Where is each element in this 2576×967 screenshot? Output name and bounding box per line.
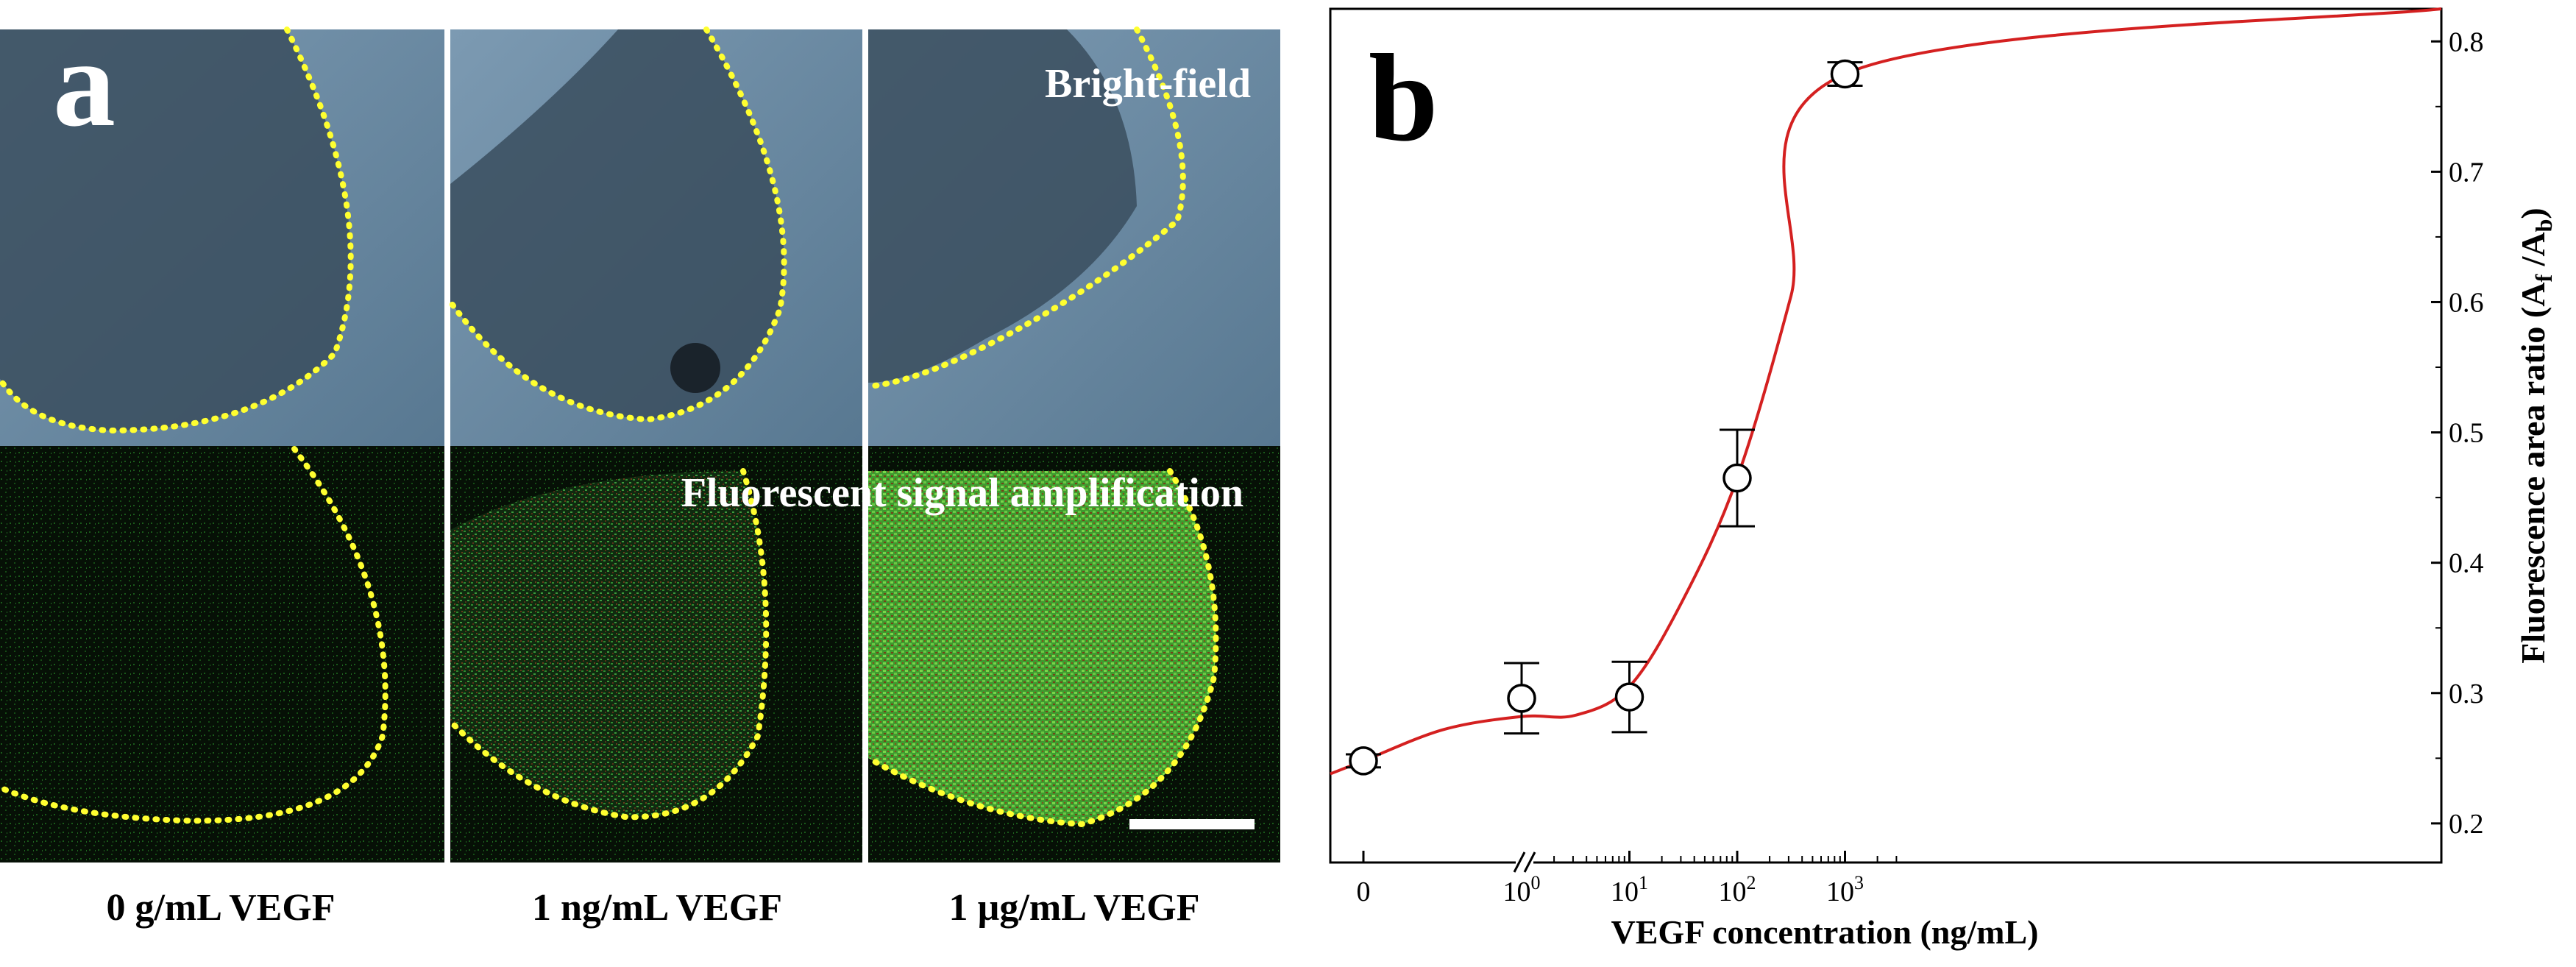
y-tick-label: 0.3: [2449, 679, 2484, 709]
axis-break: [1513, 850, 1536, 875]
fluorescence-region-2: [868, 471, 1216, 824]
outline-bottom-0: [0, 446, 388, 824]
outline-bottom-2: [865, 468, 1219, 828]
x-tick-label: 0: [1357, 876, 1371, 907]
y-axis-title: Fluorescence area ratio (Af /Ab): [2514, 208, 2557, 663]
x-axis: 0 100 101 102 103: [1357, 851, 1898, 907]
y-tick-label: 0.5: [2449, 418, 2484, 449]
x-tick-label: 100: [1503, 872, 1541, 907]
bright-field-label: Bright-field: [1045, 61, 1251, 107]
data-point: [1827, 59, 1863, 89]
x-tick-label: 101: [1611, 872, 1648, 907]
caption-1: 1 ng/mL VEGF: [532, 887, 782, 929]
bubble-1: [670, 343, 720, 393]
panel-a-letter: a: [53, 14, 116, 152]
data-marker: [1722, 463, 1752, 493]
y-tick-label: 0.2: [2449, 809, 2484, 840]
data-point: [1504, 662, 1539, 735]
caption-2: 1 µg/mL VEGF: [948, 887, 1199, 929]
panel-b-letter: b: [1369, 29, 1438, 167]
data-marker: [1349, 746, 1378, 776]
micrograph-panel: a Bright-field Fluorescent signal amplif…: [0, 14, 1280, 929]
dark-region-2: [868, 29, 1137, 383]
column-separator: [862, 29, 868, 862]
fluorescence-region-1: [450, 471, 767, 818]
data-marker: [1830, 59, 1860, 89]
y-axis: 0.2 0.3 0.4 0.5 0.6 0.7 0.8: [2431, 26, 2484, 840]
data-marker: [1507, 684, 1536, 713]
y-tick-label: 0.4: [2449, 548, 2484, 579]
data-point: [1346, 746, 1381, 776]
scale-bar: [1129, 819, 1255, 829]
column-1ug-vegf: [868, 29, 1280, 862]
column-0-vegf: [0, 29, 444, 862]
fit-curve: [1330, 7, 2442, 776]
dose-response-chart: b 0.2 0.3 0.4 0.5 0.6 0.7 0.8 0 100 101 102 103 VE…: [1329, 7, 2557, 951]
dark-region-0: [0, 29, 351, 431]
plot-frame: [1329, 7, 2443, 864]
data-points: [1346, 59, 1863, 776]
y-tick-label: 0.6: [2449, 287, 2484, 318]
y-axis-title-sub-b: b: [2530, 219, 2557, 233]
y-tick-label: 0.8: [2449, 26, 2484, 57]
fluorescent-label: Fluorescent signal amplification: [681, 470, 1243, 516]
dark-region-1: [450, 29, 784, 419]
x-axis-title: VEGF concentration (ng/mL): [1611, 913, 2039, 951]
fluorescence-image-0: [0, 446, 444, 862]
column-separator: [444, 29, 450, 862]
outline-bottom-1: [447, 468, 770, 821]
data-point: [1720, 428, 1755, 528]
caption-0: 0 g/mL VEGF: [106, 887, 335, 929]
x-tick-label: 102: [1719, 872, 1756, 907]
data-marker: [1614, 682, 1644, 712]
column-1ng-vegf: [450, 29, 862, 862]
data-point: [1611, 660, 1647, 734]
y-axis-title-sub-f: f: [2530, 274, 2557, 283]
outline-top-2: [865, 26, 1186, 389]
y-tick-label: 0.7: [2449, 157, 2484, 188]
outline-top-1: [447, 26, 787, 423]
outline-top-0: [0, 26, 354, 434]
x-tick-label: 103: [1826, 872, 1864, 907]
